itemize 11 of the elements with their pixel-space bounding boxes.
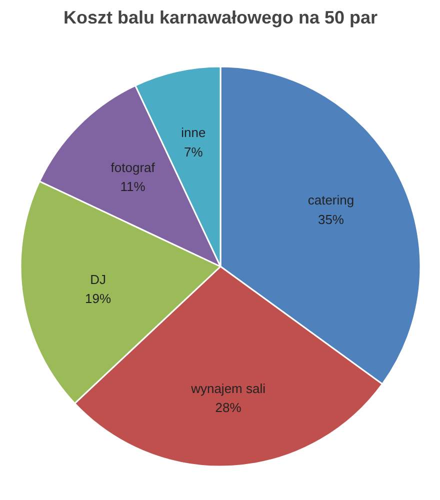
data-label: 35% (318, 212, 344, 227)
data-label: 11% (120, 179, 146, 194)
data-label: 7% (184, 144, 204, 160)
data-label: 28% (215, 400, 242, 415)
chart-title: Koszt balu karnawałowego na 50 par (63, 8, 378, 28)
slice-label: DJ (90, 272, 106, 287)
slice-label: catering (308, 192, 354, 208)
slice-label: fotograf (110, 160, 156, 175)
slice-label: wynajem sali (190, 380, 266, 396)
slice-label: inne (181, 125, 206, 140)
data-label: 19% (85, 290, 112, 306)
